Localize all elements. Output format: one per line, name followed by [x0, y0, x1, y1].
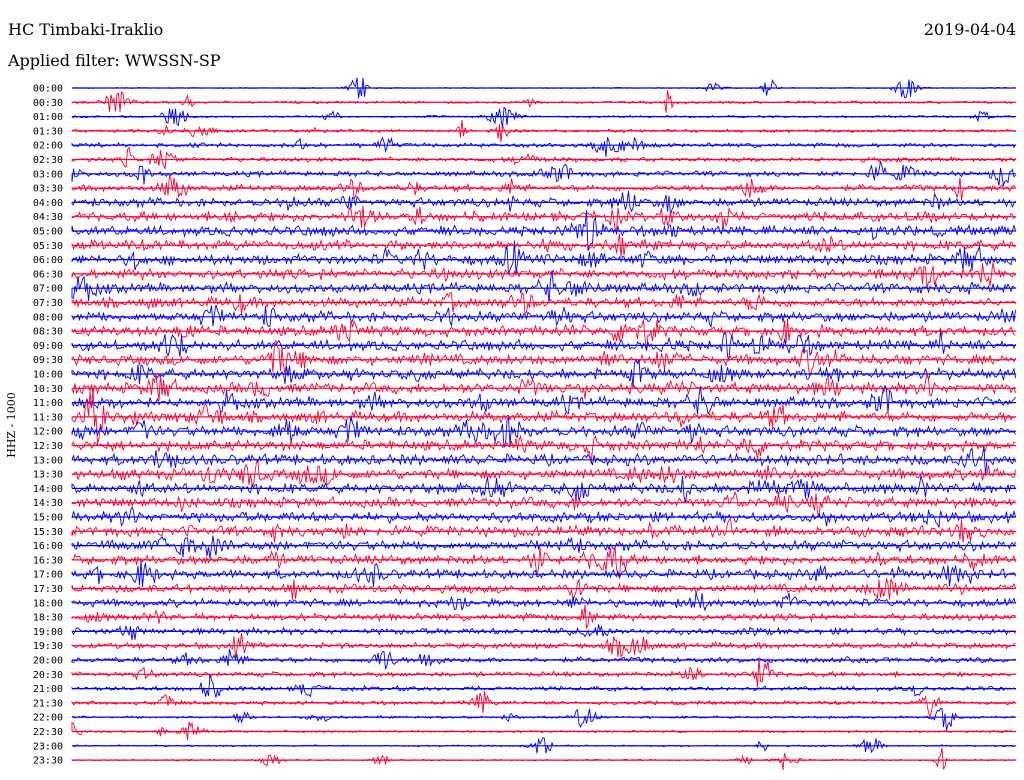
time-tick-label: 13:30 — [33, 470, 63, 481]
time-tick-label: 00:30 — [33, 98, 63, 109]
time-tick-label: 17:30 — [33, 584, 63, 595]
time-tick-label: 15:00 — [33, 513, 63, 524]
trace-line — [71, 210, 1016, 251]
trace-line — [71, 90, 1016, 113]
time-tick-label: 00:00 — [33, 84, 63, 95]
time-tick-label: 15:30 — [33, 527, 63, 538]
time-tick-label: 08:00 — [33, 312, 63, 323]
trace-line — [71, 708, 1016, 731]
time-tick-label: 06:30 — [33, 269, 63, 280]
trace-line — [71, 475, 1016, 503]
trace-line — [71, 291, 1016, 315]
time-tick-label: 04:30 — [33, 212, 63, 223]
time-tick-label: 21:30 — [33, 698, 63, 709]
trace-line — [71, 372, 1016, 401]
trace-line — [71, 205, 1016, 233]
time-tick-label: 12:30 — [33, 441, 63, 452]
trace-line — [71, 604, 1016, 630]
time-tick-label: 16:00 — [33, 541, 63, 552]
time-tick-label: 03:30 — [33, 184, 63, 195]
trace-line — [71, 190, 1016, 215]
time-tick-label: 18:30 — [33, 613, 63, 624]
trace-line — [71, 331, 1016, 362]
time-tick-label: 19:00 — [33, 627, 63, 638]
trace-line — [71, 505, 1016, 529]
trace-line — [71, 136, 1016, 158]
time-tick-label: 20:30 — [33, 670, 63, 681]
time-tick-label: 19:30 — [33, 641, 63, 652]
channel-label: HHZ - 1000 — [5, 392, 18, 458]
time-tick-label: 08:30 — [33, 327, 63, 338]
time-tick-label: 01:30 — [33, 126, 63, 137]
time-tick-label: 21:00 — [33, 684, 63, 695]
time-tick-label: 02:00 — [33, 141, 63, 152]
trace-line — [71, 359, 1016, 389]
time-tick-label: 20:00 — [33, 656, 63, 667]
time-tick-label: 14:00 — [33, 484, 63, 495]
trace-line — [71, 387, 1016, 445]
time-tick-label: 07:30 — [33, 298, 63, 309]
trace-line — [71, 674, 1016, 698]
filter-label: Applied filter: WWSSN-SP — [8, 51, 221, 70]
trace-line — [71, 106, 1016, 129]
time-tick-label: 09:00 — [33, 341, 63, 352]
trace-line — [71, 691, 1016, 719]
time-tick-label: 11:00 — [33, 398, 63, 409]
trace-line — [71, 657, 1016, 688]
trace-line — [71, 747, 1016, 770]
trace-line — [71, 146, 1016, 170]
trace-line — [71, 434, 1016, 464]
date-label: 2019-04-04 — [923, 20, 1016, 39]
time-tick-label: 03:00 — [33, 169, 63, 180]
time-tick-label: 18:00 — [33, 598, 63, 609]
time-tick-label: 22:30 — [33, 727, 63, 738]
trace-line — [71, 648, 1016, 670]
time-tick-label: 17:00 — [33, 570, 63, 581]
time-tick-label: 02:30 — [33, 155, 63, 166]
time-tick-label: 23:30 — [33, 756, 63, 767]
time-tick-label: 22:00 — [33, 713, 63, 724]
time-tick-label: 05:00 — [33, 227, 63, 238]
trace-line — [71, 240, 1016, 275]
traces-group — [71, 77, 1016, 770]
time-tick-label: 23:00 — [33, 741, 63, 752]
time-tick-label: 13:00 — [33, 455, 63, 466]
trace-line — [71, 460, 1016, 487]
time-ticks-group: 00:00 00:30 01:00 01:30 02:00 02:30 03:00 03:30… — [33, 84, 63, 767]
time-tick-label: 10:00 — [33, 370, 63, 381]
trace-line — [71, 262, 1016, 289]
time-tick-label: 09:30 — [33, 355, 63, 366]
trace-line — [71, 384, 1016, 415]
trace-line — [71, 592, 1016, 612]
trace-line — [71, 545, 1016, 580]
time-tick-label: 11:30 — [33, 412, 63, 423]
trace-line — [71, 416, 1016, 449]
time-tick-label: 07:00 — [33, 284, 63, 295]
time-tick-label: 16:30 — [33, 555, 63, 566]
trace-line — [71, 445, 1016, 477]
time-tick-label: 14:30 — [33, 498, 63, 509]
time-tick-label: 12:00 — [33, 427, 63, 438]
time-tick-label: 04:00 — [33, 198, 63, 209]
time-tick-label: 06:00 — [33, 255, 63, 266]
station-title: HC Timbaki-Iraklio — [8, 20, 164, 39]
time-tick-label: 10:30 — [33, 384, 63, 395]
time-tick-label: 05:30 — [33, 241, 63, 252]
trace-line — [71, 624, 1016, 641]
trace-line — [71, 490, 1016, 517]
trace-line — [71, 578, 1016, 601]
trace-line — [71, 304, 1016, 329]
time-tick-label: 01:00 — [33, 112, 63, 123]
